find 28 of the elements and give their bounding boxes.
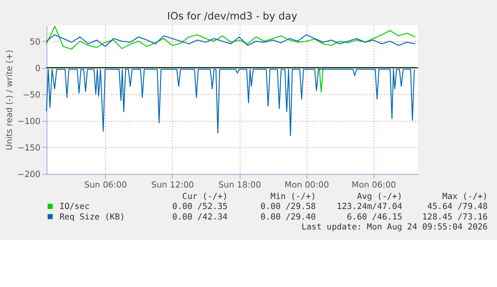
- x-tick-label: Sun 12:00: [151, 179, 194, 190]
- legend-label: IO/sec: [59, 201, 90, 212]
- text: Min (-/+): [270, 190, 316, 201]
- text: 0.00 /42.34: [172, 211, 228, 222]
- legend-label: Req Size (KB): [59, 211, 125, 222]
- text: 128.45 /73.16: [422, 211, 488, 222]
- text: 6.60 /46.15: [346, 211, 402, 222]
- chart-title: IOs for /dev/md3 - by day: [167, 12, 298, 23]
- text: Avg (-/+): [356, 190, 402, 201]
- text: 0.00 /29.58: [260, 201, 316, 212]
- x-tick-label: Sun 06:00: [84, 179, 127, 190]
- x-tick-label: Mon 00:00: [284, 179, 329, 190]
- text: Last update: Mon Aug 24 09:55:04 2026: [301, 222, 488, 232]
- y-tick-label: −100: [17, 116, 40, 126]
- y-tick-label: −50: [22, 90, 40, 100]
- text: 123.24m/47.04: [336, 201, 402, 212]
- text: 0.00 /29.40: [260, 211, 316, 222]
- text: Max (-/+): [442, 190, 488, 201]
- x-tick-label: Sun 18:00: [218, 179, 262, 190]
- y-tick-label: 50: [30, 36, 40, 46]
- y-tick-label: 0: [35, 62, 40, 73]
- y-axis-title: Units read (-) / write (+): [4, 50, 14, 150]
- y-tick-label: −150: [17, 142, 40, 153]
- text: 0.00 /52.35: [172, 201, 228, 212]
- text: 45.64 /79.48: [427, 201, 488, 212]
- x-tick-label: Mon 06:00: [352, 179, 396, 190]
- y-tick-label: −200: [17, 169, 40, 180]
- text: Cur (-/+): [182, 190, 228, 201]
